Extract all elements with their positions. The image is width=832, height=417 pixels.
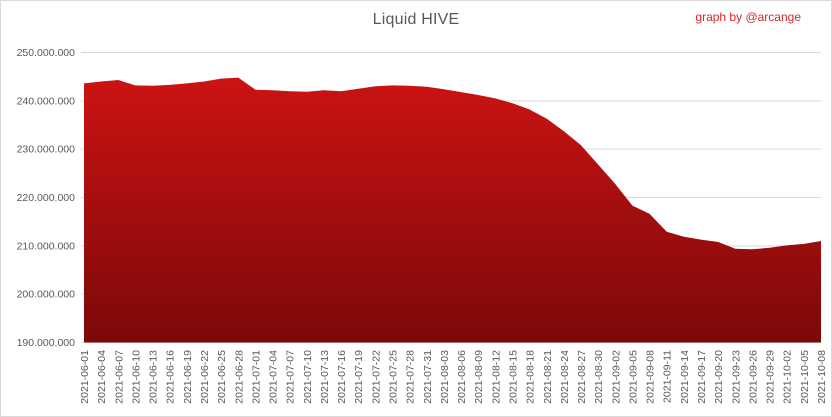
x-tick-label: 2021-10-08 xyxy=(816,350,828,404)
y-tick-label: 200.000.000 xyxy=(17,289,76,301)
x-tick-label: 2021-07-07 xyxy=(285,350,297,404)
x-tick-label: 2021-10-02 xyxy=(782,350,794,404)
x-tick-label: 2021-09-17 xyxy=(696,350,708,404)
x-tick-label: 2021-07-04 xyxy=(268,350,280,404)
x-tick-label: 2021-09-08 xyxy=(645,350,657,404)
y-axis-labels: 250.000.000 240.000.000 230.000.000 220.000… xyxy=(17,47,76,349)
x-tick-label: 2021-06-01 xyxy=(79,350,91,404)
x-tick-label: 2021-08-24 xyxy=(559,350,571,404)
x-tick-label: 2021-09-05 xyxy=(627,350,639,404)
x-tick-label: 2021-08-18 xyxy=(525,350,537,404)
x-tick-label: 2021-07-31 xyxy=(422,350,434,404)
x-tick-label: 2021-08-30 xyxy=(593,350,605,404)
x-tick-label: 2021-06-25 xyxy=(216,350,228,404)
x-tick-label: 2021-09-11 xyxy=(662,350,674,403)
x-tick-label: 2021-09-02 xyxy=(610,350,622,404)
x-tick-label: 2021-07-16 xyxy=(336,350,348,404)
x-tick-label: 2021-07-28 xyxy=(405,350,417,404)
x-tick-label: 2021-07-13 xyxy=(319,350,331,404)
x-tick-label: 2021-07-22 xyxy=(370,350,382,404)
x-tick-label: 2021-08-21 xyxy=(542,350,554,404)
x-tick-label: 2021-08-15 xyxy=(507,350,519,404)
x-tick-label: 2021-09-14 xyxy=(679,350,691,404)
x-tick-label: 2021-09-29 xyxy=(765,350,777,404)
y-tick-label: 220.000.000 xyxy=(17,192,76,204)
y-tick-label: 230.000.000 xyxy=(17,144,76,156)
area-series xyxy=(84,77,821,343)
x-tick-label: 2021-10-05 xyxy=(799,350,811,404)
x-tick-label: 2021-08-27 xyxy=(576,350,588,404)
x-tick-label: 2021-08-03 xyxy=(439,350,451,404)
x-tick-label: 2021-07-01 xyxy=(250,350,262,404)
x-axis-labels: 2021-06-01 2021-06-04 2021-06-07 2021-06-10… xyxy=(79,350,828,404)
x-tick-label: 2021-06-13 xyxy=(148,350,160,404)
x-tick-label: 2021-06-19 xyxy=(182,350,194,404)
y-tick-label: 240.000.000 xyxy=(17,95,76,107)
x-tick-label: 2021-07-19 xyxy=(353,350,365,404)
credit-text: graph by @arcange xyxy=(695,10,801,24)
y-tick-label: 210.000.000 xyxy=(17,240,76,252)
x-tick-label: 2021-08-09 xyxy=(473,350,485,404)
x-tick-label: 2021-06-04 xyxy=(96,350,108,404)
x-tick-label: 2021-06-16 xyxy=(165,350,177,404)
x-tick-label: 2021-06-22 xyxy=(199,350,211,404)
chart-title: Liquid HIVE xyxy=(372,11,460,28)
x-tick-label: 2021-09-20 xyxy=(713,350,725,404)
x-tick-label: 2021-06-28 xyxy=(233,350,245,404)
x-tick-label: 2021-09-26 xyxy=(747,350,759,404)
x-tick-label: 2021-08-12 xyxy=(490,350,502,404)
y-tick-label: 250.000.000 xyxy=(17,47,76,59)
y-tick-label: 190.000.000 xyxy=(17,337,76,349)
x-tick-label: 2021-06-10 xyxy=(130,350,142,404)
x-tick-label: 2021-08-06 xyxy=(456,350,468,404)
x-tick-label: 2021-07-10 xyxy=(302,350,314,404)
x-tick-label: 2021-07-25 xyxy=(388,350,400,404)
x-tick-label: 2021-06-07 xyxy=(113,350,125,404)
x-tick-label: 2021-09-23 xyxy=(730,350,742,404)
